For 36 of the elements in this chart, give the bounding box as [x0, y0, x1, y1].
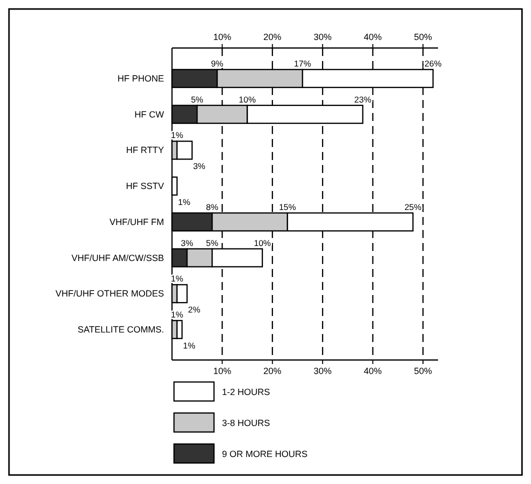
x-tick-label: 10%	[213, 366, 232, 376]
y-tick-label: VHF/UHF AM/CW/SSB	[71, 252, 164, 263]
legend-label: 1-2 HOURS	[222, 387, 270, 397]
data-label: 15%	[278, 202, 296, 212]
data-label: 5%	[190, 94, 204, 104]
legend-label: 3-8 HOURS	[222, 418, 270, 428]
x2-tick-label: 40%	[364, 32, 382, 42]
data-label: 5%	[206, 238, 219, 248]
x-tick-label: 50%	[414, 366, 432, 376]
x2-tick-label: 30%	[314, 32, 332, 42]
x-tick-label: 30%	[314, 366, 332, 376]
legend-label: 9 OR MORE HOURS	[222, 449, 308, 459]
data-label: 3%	[193, 161, 206, 172]
data-label: 23%	[354, 94, 372, 104]
data-label: 26%	[424, 58, 442, 69]
data-label: 1%	[183, 340, 196, 350]
x-tick-label: 40%	[364, 366, 382, 376]
y-tick-label: SATELLITE COMMS.	[78, 324, 164, 335]
data-label: 25%	[404, 202, 422, 212]
x-tick-label: 20%	[263, 366, 282, 376]
data-label: 17%	[294, 58, 312, 69]
y-tick-label: VHF/UHF FM	[110, 216, 164, 227]
y-tick-label: HF SSTV	[126, 181, 164, 192]
x2-tick-label: 50%	[414, 32, 432, 42]
data-label: 10%	[238, 94, 256, 104]
data-label: 1%	[178, 197, 191, 208]
y-tick-label: HF CW	[134, 109, 164, 120]
data-label: 8%	[206, 202, 219, 212]
data-label: 3%	[180, 238, 194, 248]
x2-tick-label: 10%	[213, 32, 232, 42]
y-tick-label: HF PHONE	[117, 73, 164, 84]
x2-tick-label: 20%	[263, 32, 282, 42]
y-tick-label: VHF/UHF OTHER MODES	[55, 288, 164, 299]
data-label: 10%	[254, 238, 272, 248]
y-tick-label: HF RTTY	[126, 145, 164, 156]
data-label: 2%	[188, 304, 201, 315]
